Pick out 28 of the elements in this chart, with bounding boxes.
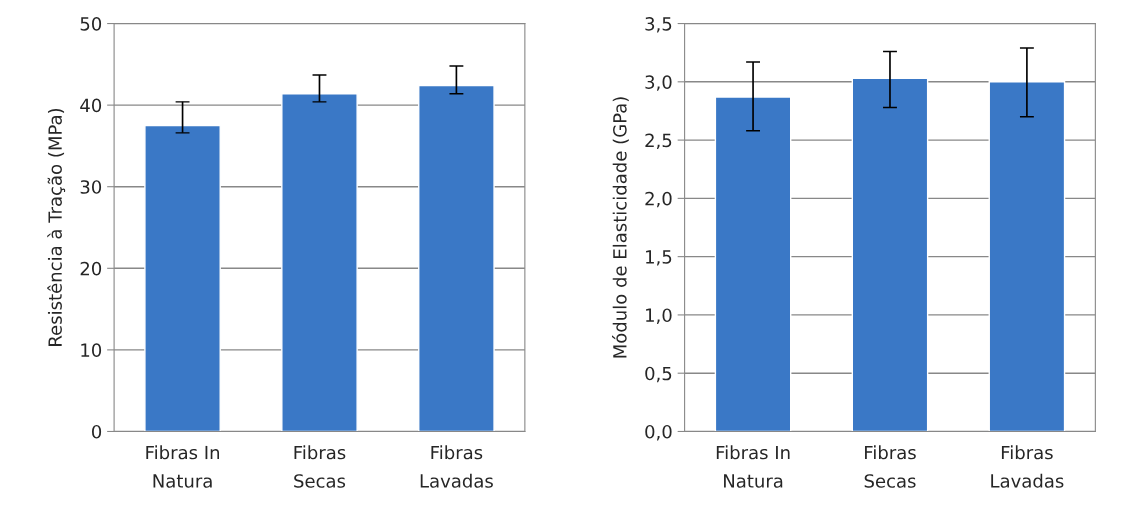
bar bbox=[418, 84, 495, 432]
y-tick-label: 1,0 bbox=[646, 308, 672, 324]
x-tick-label: Fibras In Natura bbox=[716, 445, 790, 488]
x-tick-label: Fibras Lavadas bbox=[991, 445, 1064, 488]
y-axis-title: Resistência à Tração (MPa) bbox=[47, 108, 66, 346]
y-axis-title: Módulo de Elasticidade (GPa) bbox=[611, 97, 629, 358]
y-tick-label: 10 bbox=[81, 343, 102, 357]
y-tick-label: 0 bbox=[92, 424, 102, 439]
y-tick-label: 30 bbox=[80, 180, 102, 194]
y-tick-label: 20 bbox=[80, 261, 102, 276]
y-tick-label: 1,5 bbox=[646, 250, 672, 266]
bar bbox=[988, 81, 1066, 432]
y-tick-label: 0,0 bbox=[645, 424, 672, 441]
bar bbox=[851, 77, 929, 432]
bar bbox=[144, 124, 221, 432]
y-tick-label: 3,0 bbox=[645, 75, 672, 91]
bar bbox=[281, 93, 358, 432]
y-tick-label: 50 bbox=[80, 16, 102, 31]
y-tick-label: 2,0 bbox=[645, 191, 672, 208]
y-tick-label: 3,5 bbox=[645, 16, 672, 33]
y-tick-label: 40 bbox=[80, 98, 102, 113]
x-tick-label: Fibras Lavadas bbox=[420, 445, 493, 488]
y-tick-label: 2,5 bbox=[645, 133, 672, 150]
x-tick-label: Fibras Secas bbox=[294, 445, 346, 488]
x-tick-label: Fibras Secas bbox=[864, 445, 916, 488]
bar bbox=[714, 96, 792, 432]
x-tick-label: Fibras In Natura bbox=[146, 445, 220, 488]
y-tick-label: 0,5 bbox=[645, 366, 672, 383]
